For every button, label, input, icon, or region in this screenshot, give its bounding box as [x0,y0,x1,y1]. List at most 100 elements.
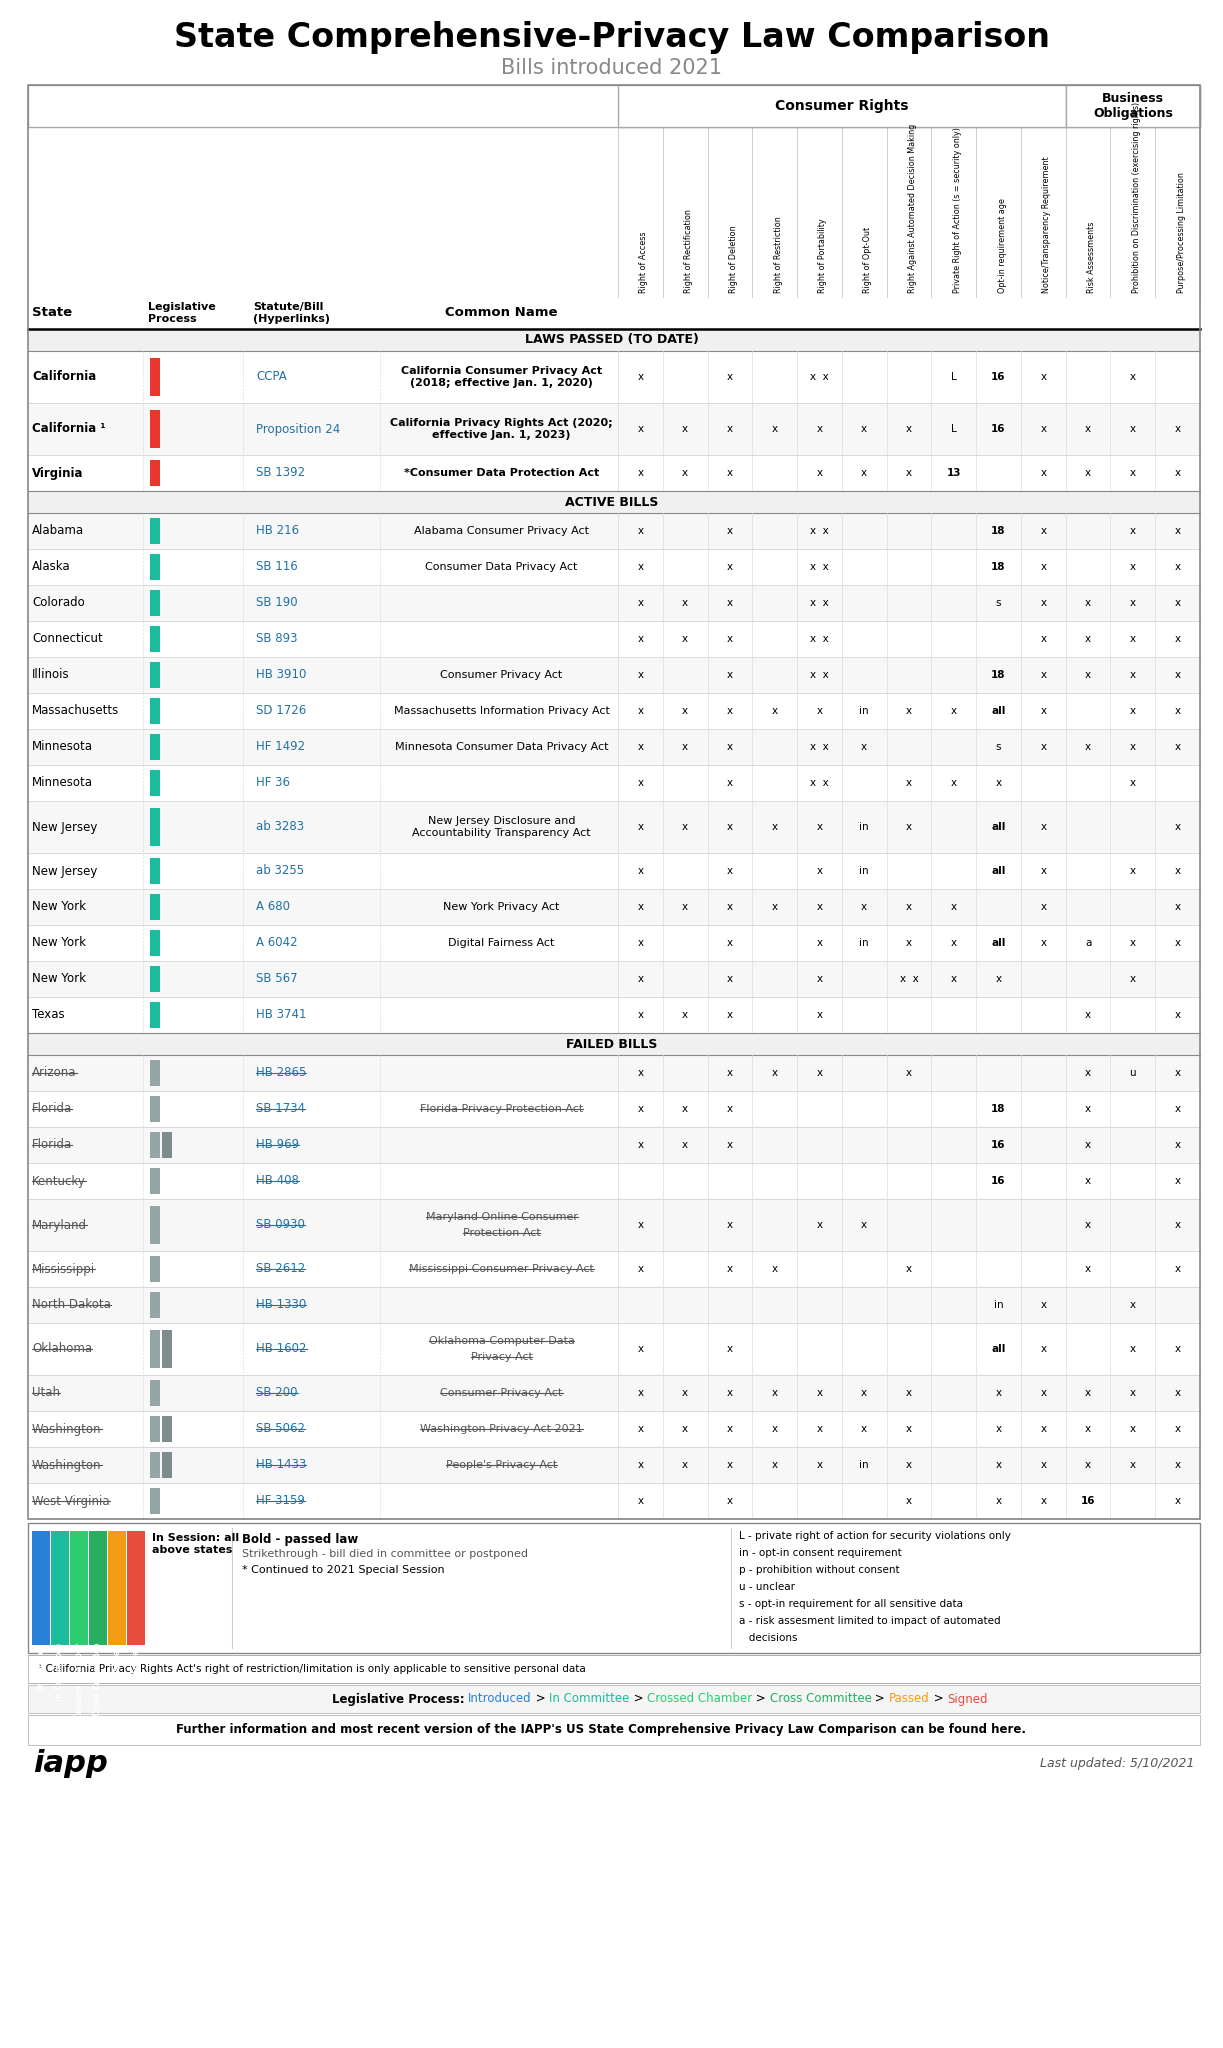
Text: x: x [1130,1423,1136,1434]
Text: State: State [32,307,72,319]
Text: x: x [1174,670,1180,680]
Text: Crossed Chamber: Crossed Chamber [75,1642,83,1718]
Text: California ¹: California ¹ [32,422,105,436]
Text: Privacy Act: Privacy Act [471,1352,532,1362]
Text: SD 1726: SD 1726 [256,705,306,717]
Bar [150,809,160,846]
Text: x  x: x x [900,975,918,983]
Text: x: x [817,866,823,877]
Text: Risk Assessments: Risk Assessments [1087,221,1096,293]
Text: Signed: Signed [132,1642,141,1673]
Text: HB 2865: HB 2865 [256,1067,307,1079]
Text: x  x: x x [810,778,829,788]
Text: x: x [1174,707,1180,717]
Text: x: x [817,1067,823,1077]
Text: x: x [1174,1010,1180,1020]
Text: iapp: iapp [33,1749,108,1778]
Text: x: x [1085,1423,1091,1434]
Bar [150,461,160,485]
Text: ab 3283: ab 3283 [256,821,305,834]
Bar [28,854,1200,889]
Text: x: x [1085,1010,1091,1020]
Text: Right of Deletion: Right of Deletion [729,225,737,293]
Text: Minnesota: Minnesota [32,776,93,788]
Text: SB 1734: SB 1734 [256,1102,305,1116]
Bar [150,967,160,991]
Text: Consumer Data Privacy Act: Consumer Data Privacy Act [426,561,577,571]
Text: x: x [1130,1460,1136,1470]
Text: x: x [726,1141,733,1151]
Text: New York: New York [32,936,86,950]
Text: x: x [906,707,912,717]
Text: Strikethrough - bill died in committee or postponed: Strikethrough - bill died in committee o… [242,1548,528,1559]
Text: x: x [726,975,733,983]
Text: x: x [950,778,956,788]
Text: x: x [1041,670,1047,680]
Text: x: x [682,1389,689,1399]
Text: Notice/Transparency Requirement: Notice/Transparency Requirement [1042,156,1052,293]
Text: Legislative Process:: Legislative Process: [331,1692,468,1706]
Bar [28,657,1200,692]
Bar [150,518,160,545]
Text: x: x [1041,901,1047,911]
Text: * Continued to 2021 Special Session: * Continued to 2021 Special Session [242,1565,445,1575]
Text: Washington: Washington [32,1423,102,1436]
Text: u: u [1130,1067,1136,1077]
Bar [150,770,160,797]
Text: Right of Rectification: Right of Rectification [684,209,693,293]
Text: HB 1602: HB 1602 [256,1343,307,1356]
Text: x: x [682,469,689,477]
Text: Colorado: Colorado [32,596,84,610]
Text: x: x [906,424,912,434]
Text: Washington Privacy Act 2021: Washington Privacy Act 2021 [421,1423,583,1434]
Text: x: x [1085,1389,1091,1399]
Text: all: all [992,866,1005,877]
Bar [28,1198,1200,1251]
Bar [150,698,160,723]
Text: SB 5062: SB 5062 [256,1423,305,1436]
Text: Florida: Florida [32,1139,72,1151]
Text: Right Against Automated Decision Making: Right Against Automated Decision Making [907,123,917,293]
Bar [28,1655,1200,1683]
Bar [127,1532,146,1645]
Text: Florida: Florida [32,1102,72,1116]
Text: FAILED BILLS: FAILED BILLS [566,1038,657,1051]
Text: x: x [1174,741,1180,752]
Text: Illinois: Illinois [32,668,70,682]
Text: >: > [752,1692,769,1706]
Text: all: all [992,1343,1005,1354]
Bar [28,766,1200,801]
Text: in: in [860,1460,870,1470]
Text: x: x [1130,373,1136,383]
Text: x: x [637,821,643,831]
Text: x: x [1130,1343,1136,1354]
Text: HB 969: HB 969 [256,1139,300,1151]
Text: New Jersey: New Jersey [32,864,98,877]
Text: x: x [637,975,643,983]
Text: x: x [1085,469,1091,477]
Bar [150,858,160,885]
Text: Massachusetts Information Privacy Act: Massachusetts Information Privacy Act [394,707,609,717]
Text: x: x [1041,635,1047,643]
Text: x: x [1041,938,1047,948]
Text: x: x [996,975,1002,983]
Bar [150,1331,160,1368]
Text: Introduced: Introduced [37,1642,45,1690]
Bar [28,403,1200,455]
Text: x: x [906,1389,912,1399]
Text: x: x [772,424,778,434]
Text: Maryland Online Consumer: Maryland Online Consumer [426,1212,577,1223]
Text: x: x [726,778,733,788]
Text: LAWS PASSED (TO DATE): LAWS PASSED (TO DATE) [525,334,698,346]
Text: x: x [637,1343,643,1354]
Text: x: x [637,373,643,383]
Text: x: x [682,1423,689,1434]
Text: x: x [637,635,643,643]
Text: x: x [726,635,733,643]
Text: x: x [726,1067,733,1077]
Bar [28,1323,1200,1374]
Bar [28,512,1200,549]
Text: x: x [1174,1176,1180,1186]
Text: x: x [1174,469,1180,477]
Text: x: x [1130,938,1136,948]
